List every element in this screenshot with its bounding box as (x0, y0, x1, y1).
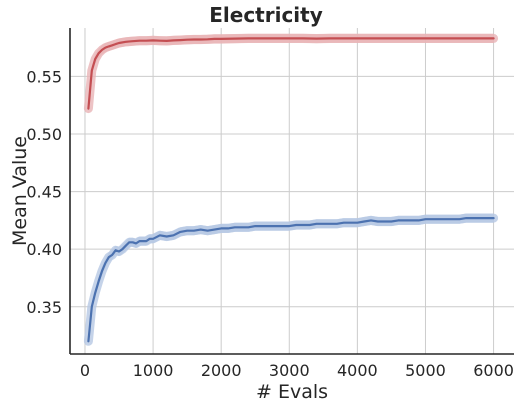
x-tick-label: 2000 (201, 361, 242, 380)
y-tick-label: 0.55 (26, 67, 62, 86)
y-tick-label: 0.35 (26, 298, 62, 317)
y-tick-labels: 0.35 0.40 0.45 0.50 0.55 (26, 67, 62, 316)
series-0-line (87, 37, 495, 110)
gridlines (70, 28, 514, 354)
axes (69, 28, 514, 355)
x-tick-label: 1000 (133, 361, 174, 380)
chart-title: Electricity (209, 3, 323, 27)
plot-background (70, 28, 514, 354)
x-tick-labels: 0 1000 2000 3000 4000 5000 6000 (80, 361, 514, 380)
series-1-line (87, 217, 495, 343)
series-lines (87, 37, 495, 343)
y-tick-label: 0.40 (26, 240, 62, 259)
x-tick-label: 4000 (337, 361, 378, 380)
x-tick-label: 0 (80, 361, 90, 380)
x-tick-label: 6000 (473, 361, 514, 380)
y-tick-label: 0.45 (26, 183, 62, 202)
x-axis-label: # Evals (256, 381, 328, 403)
y-tick-label: 0.50 (26, 125, 62, 144)
x-tick-label: 5000 (405, 361, 446, 380)
y-axis-label: Mean Value (9, 136, 31, 246)
x-tick-label: 3000 (269, 361, 310, 380)
